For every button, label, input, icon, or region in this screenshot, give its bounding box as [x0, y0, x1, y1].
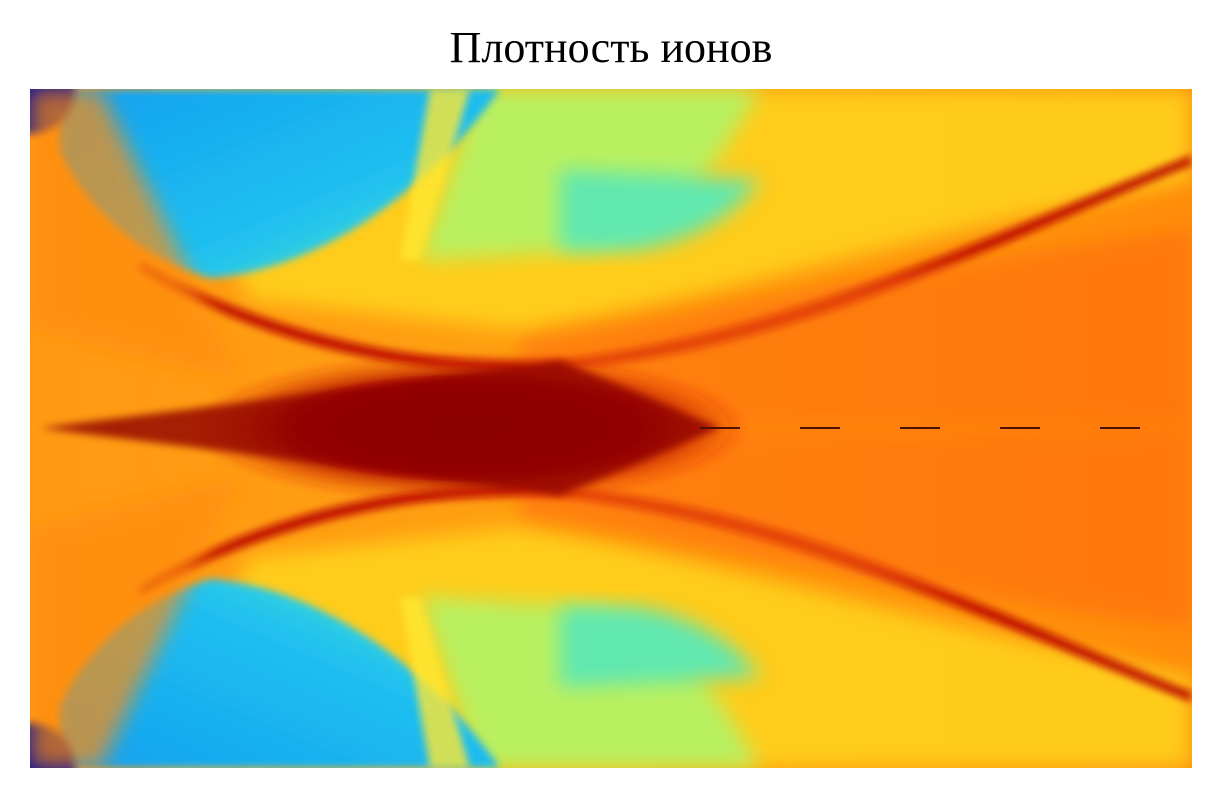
heatmap-image — [30, 89, 1192, 768]
chart-title: Плотность ионов — [450, 23, 773, 72]
